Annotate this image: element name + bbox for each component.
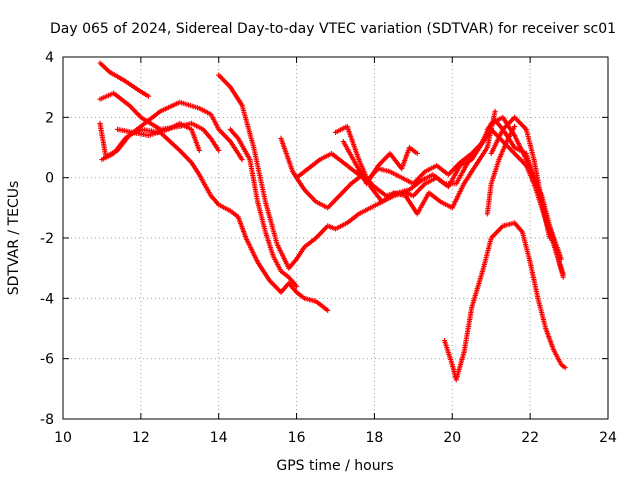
series-markers: [97, 90, 222, 154]
series-markers: [488, 114, 553, 241]
series-markers: [227, 126, 300, 289]
x-tick-label: 24: [599, 430, 617, 446]
series-markers: [441, 220, 568, 383]
series-markers: [97, 60, 152, 99]
x-tick-label: 22: [521, 430, 539, 446]
y-tick-label: -4: [40, 291, 54, 307]
y-tick-label: 2: [45, 110, 54, 126]
series-track-13: [488, 114, 553, 241]
series-markers: [484, 123, 518, 217]
y-tick-label: -8: [40, 412, 54, 428]
series-track-5: [114, 120, 202, 154]
series-track-1: [97, 60, 152, 99]
x-tick-label: 14: [210, 430, 228, 446]
chart-title: Day 065 of 2024, Sidereal Day-to-day VTE…: [50, 21, 616, 37]
y-tick-label: -6: [40, 352, 54, 368]
data-series: [97, 60, 568, 383]
x-tick-label: 12: [132, 430, 150, 446]
series-track-11: [340, 138, 420, 187]
y-tick-label: 0: [45, 171, 54, 187]
series-track-10: [332, 108, 498, 217]
series-line: [486, 119, 564, 278]
series-track-14: [441, 220, 568, 383]
series-markers: [332, 108, 498, 217]
grid-lines: [63, 57, 608, 419]
series-track-15: [484, 123, 518, 217]
x-tick-label: 10: [54, 430, 72, 446]
series-track-3: [97, 90, 222, 154]
x-tick-label: 16: [288, 430, 306, 446]
series-track-7: [227, 126, 300, 289]
y-tick-label: 4: [45, 50, 54, 66]
y-axis-label: SDTVAR / TECUs: [6, 181, 22, 296]
series-markers: [114, 120, 202, 154]
series-line: [99, 92, 220, 151]
axes: 10 12 14 16 18 20 22 24-8-6-4-2024: [40, 50, 617, 446]
x-tick-label: 18: [366, 430, 384, 446]
x-axis-label: GPS time / hours: [276, 458, 393, 474]
y-tick-label: -2: [40, 231, 54, 247]
x-tick-label: 20: [443, 430, 461, 446]
series-markers: [340, 138, 420, 187]
